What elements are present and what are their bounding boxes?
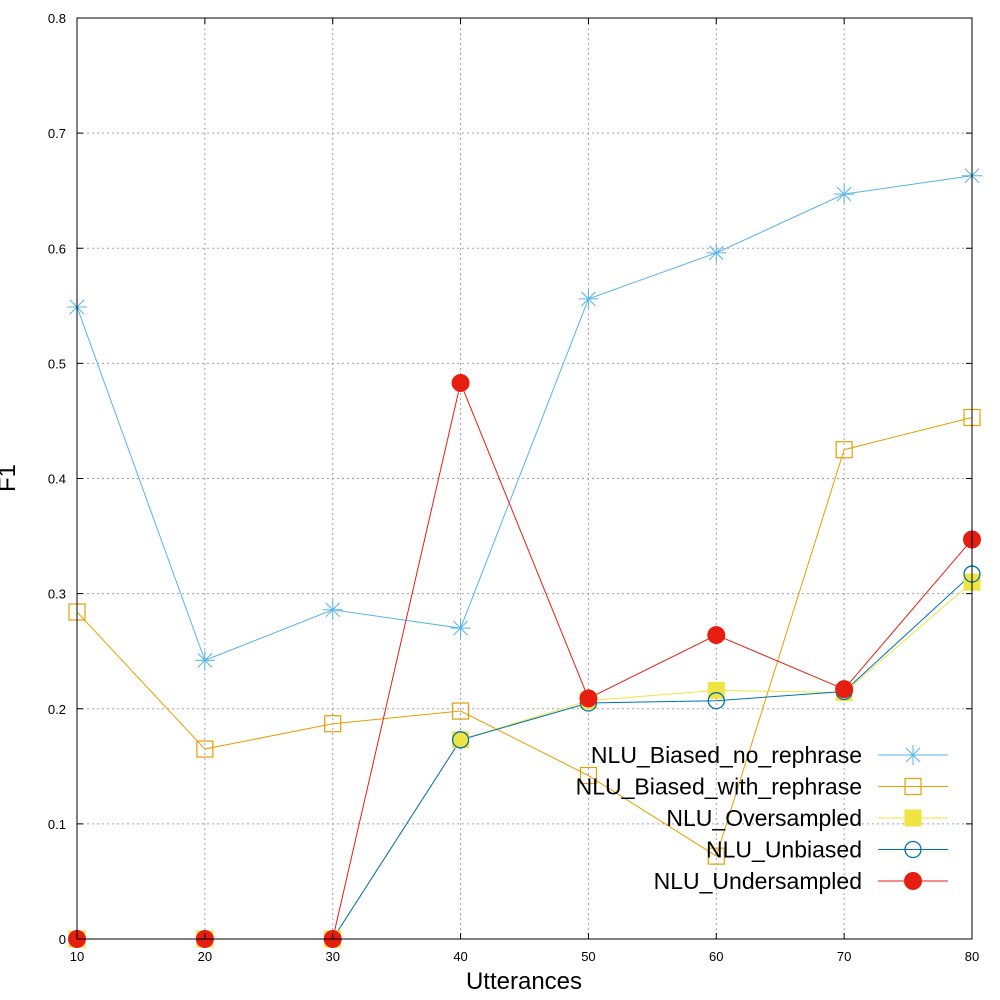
data-point [834, 184, 855, 205]
y-tick-label: 0.6 [48, 241, 66, 256]
data-point [835, 441, 853, 459]
y-axis-ticks: 0 0.1 0.2 0.3 0.4 0.5 0.6 0.7 0.8 [48, 11, 972, 947]
legend-item: NLU_Biased_with_rephrase [576, 774, 948, 800]
data-point [707, 692, 725, 710]
x-tick-label: 30 [325, 949, 339, 964]
y-tick-label: 0.5 [48, 356, 66, 371]
data-point [451, 373, 470, 392]
legend-marker [904, 872, 922, 890]
x-tick-label: 20 [198, 949, 212, 964]
x-tick-label: 50 [581, 949, 595, 964]
data-point [322, 599, 343, 620]
data-point [579, 766, 598, 785]
legend-item: NLU_Biased_no_rephrase [591, 742, 948, 768]
data-point [706, 242, 727, 263]
legend-marker [904, 809, 922, 827]
y-tick-label: 0.2 [48, 702, 66, 717]
legend-item: NLU_Oversampled [666, 805, 948, 831]
legend: NLU_Biased_no_rephrase NLU_Biased_with_re… [576, 742, 948, 894]
data-point [450, 618, 471, 639]
x-tick-label: 40 [453, 949, 467, 964]
data-point [578, 288, 599, 309]
data-point [194, 650, 215, 671]
legend-marker [903, 745, 923, 765]
y-tick-label: 0.3 [48, 587, 66, 602]
series-line-1 [76, 416, 973, 857]
x-tick-label: 70 [837, 949, 851, 964]
x-tick-label: 60 [709, 949, 723, 964]
y-tick-label: 0 [59, 932, 66, 947]
data-point [324, 715, 342, 733]
data-point [835, 680, 854, 699]
legend-marker [904, 777, 922, 796]
legend-label: NLU_Biased_with_rephrase [576, 774, 862, 800]
x-tick-label: 10 [70, 949, 84, 964]
legend-item: NLU_Undersampled [654, 868, 948, 894]
data-point [451, 702, 470, 720]
x-axis-label: Utterances [466, 968, 582, 995]
data-point [707, 626, 726, 645]
legend-label: NLU_Biased_no_rephrase [591, 742, 862, 768]
x-tick-label: 80 [965, 949, 979, 964]
legend-item: NLU_Unbiased [706, 837, 948, 863]
data-point [196, 740, 214, 758]
data-point [579, 689, 598, 708]
legend-marker [904, 840, 922, 859]
y-tick-label: 0.8 [48, 11, 66, 26]
grid-lines [77, 18, 972, 939]
y-tick-label: 0.1 [48, 817, 66, 832]
data-point [451, 731, 470, 749]
legend-label: NLU_Undersampled [654, 868, 862, 894]
y-tick-label: 0.7 [48, 126, 66, 141]
y-tick-label: 0.4 [48, 472, 66, 487]
legend-label: NLU_Unbiased [706, 837, 862, 863]
x-axis-ticks: 10 20 30 40 50 60 70 80 [70, 18, 979, 964]
series-line-0 [76, 175, 973, 662]
data-point [707, 847, 725, 865]
legend-label: NLU_Oversampled [666, 805, 862, 831]
y-axis-label: F1 [0, 464, 21, 492]
